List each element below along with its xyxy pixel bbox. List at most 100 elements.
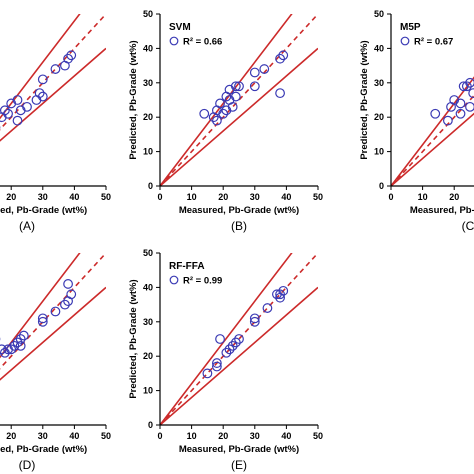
- data-point: [249, 67, 260, 78]
- data-point: [468, 88, 474, 99]
- panel-label: (D): [19, 458, 36, 472]
- y-tick-label: 30: [143, 317, 153, 327]
- data-point: [455, 108, 466, 119]
- data-point: [215, 98, 225, 109]
- lower-bound-line: [0, 47, 106, 142]
- data-point: [0, 344, 7, 355]
- x-tick-label: 0: [388, 192, 393, 202]
- x-axis-title: Measured, Pb-Grade (wt%): [410, 205, 474, 216]
- x-tick-label: 20: [6, 192, 16, 202]
- x-tick-label: 20: [218, 431, 228, 441]
- y-tick-label: 0: [148, 181, 153, 191]
- plot-area: [160, 14, 318, 186]
- data-point: [234, 81, 244, 92]
- x-tick-label: 50: [313, 431, 323, 441]
- x-tick-label: 20: [218, 192, 228, 202]
- y-tick-label: 10: [374, 147, 384, 157]
- y-tick-label: 40: [143, 282, 153, 292]
- data-point: [275, 53, 285, 64]
- data-point: [22, 101, 32, 112]
- y-axis-title: Predicted, Pb-Grade (wt%): [128, 40, 139, 159]
- x-tick-label: 40: [69, 192, 79, 202]
- x-axis-title: Measured, Pb-Grade (wt%): [179, 205, 299, 216]
- panel-e: 0 10 20 30 40 50 0 10 20 30 40 50 Measured, Pb-Grade…: [128, 248, 323, 472]
- data-point: [455, 98, 466, 109]
- model-title: RF-FFA: [169, 261, 205, 272]
- panel-label: (B): [231, 219, 247, 233]
- data-point: [249, 313, 260, 324]
- y-tick-label: 50: [143, 248, 153, 258]
- data-point: [224, 344, 235, 355]
- data-point: [215, 334, 225, 344]
- x-tick-label: 30: [38, 431, 48, 441]
- y-tick-label: 10: [143, 147, 153, 157]
- data-point: [461, 81, 472, 92]
- legend-marker: [400, 36, 410, 46]
- legend-label: R² = 0.99: [183, 276, 222, 287]
- ideal-line: [160, 253, 318, 425]
- x-tick-label: 10: [187, 192, 197, 202]
- data-point: [211, 361, 222, 372]
- data-point: [66, 289, 77, 300]
- data-point: [234, 334, 244, 344]
- data-point: [37, 74, 48, 85]
- data-point: [227, 340, 238, 351]
- data-point: [262, 303, 273, 313]
- data-point: [278, 50, 289, 61]
- data-point: [63, 279, 73, 289]
- panel-label: (E): [231, 458, 247, 472]
- y-tick-label: 20: [143, 351, 153, 361]
- lower-bound-line: [160, 47, 318, 186]
- data-point: [249, 81, 260, 92]
- x-tick-label: 10: [418, 192, 428, 202]
- x-tick-label: 30: [250, 192, 260, 202]
- y-axis-title: Predicted, Pb-Grade (wt%): [128, 279, 139, 398]
- x-tick-label: 0: [157, 192, 162, 202]
- data-point: [442, 115, 453, 126]
- x-tick-label: 50: [101, 431, 111, 441]
- upper-bound-line: [0, 14, 81, 120]
- y-tick-label: 20: [374, 112, 384, 122]
- x-tick-label: 20: [449, 192, 459, 202]
- x-tick-label: 30: [250, 431, 260, 441]
- data-point: [12, 115, 23, 126]
- data-point: [12, 337, 23, 348]
- x-tick-label: 10: [187, 431, 197, 441]
- y-axis-title: Predicted, Pb-Grade (wt%): [359, 40, 370, 159]
- upper-bound-line: [0, 253, 81, 359]
- x-tick-label: 30: [38, 192, 48, 202]
- data-point: [275, 292, 285, 303]
- x-axis-title: Measured, Pb-Grade (wt%): [0, 205, 87, 216]
- plot-area: [0, 253, 106, 381]
- data-point: [230, 337, 241, 348]
- data-point: [37, 91, 48, 102]
- panel-label: (C): [462, 219, 474, 233]
- y-tick-label: 50: [143, 9, 153, 19]
- lower-bound-line: [160, 286, 318, 425]
- data-point: [202, 368, 213, 379]
- x-tick-label: 40: [281, 192, 291, 202]
- legend-label: R² = 0.66: [183, 37, 222, 48]
- y-tick-label: 30: [374, 78, 384, 88]
- x-tick-label: 20: [6, 431, 16, 441]
- data-point: [211, 115, 222, 126]
- data-point: [15, 334, 26, 344]
- y-tick-label: 50: [374, 9, 384, 19]
- data-point: [227, 101, 238, 112]
- data-point: [230, 81, 241, 92]
- data-point: [66, 50, 77, 61]
- plot-area: [160, 253, 318, 425]
- y-tick-label: 40: [374, 43, 384, 53]
- data-point: [465, 101, 474, 112]
- data-point: [430, 108, 441, 119]
- data-point: [6, 344, 17, 355]
- x-tick-label: 40: [69, 431, 79, 441]
- panel-b: 0 10 20 30 40 50 0 10 20 30 40 50 Measured, Pb-Grade…: [128, 9, 323, 233]
- x-tick-label: 50: [313, 192, 323, 202]
- data-point: [0, 105, 10, 116]
- plot-area: [0, 14, 106, 142]
- data-point: [9, 340, 20, 351]
- data-point: [18, 330, 29, 341]
